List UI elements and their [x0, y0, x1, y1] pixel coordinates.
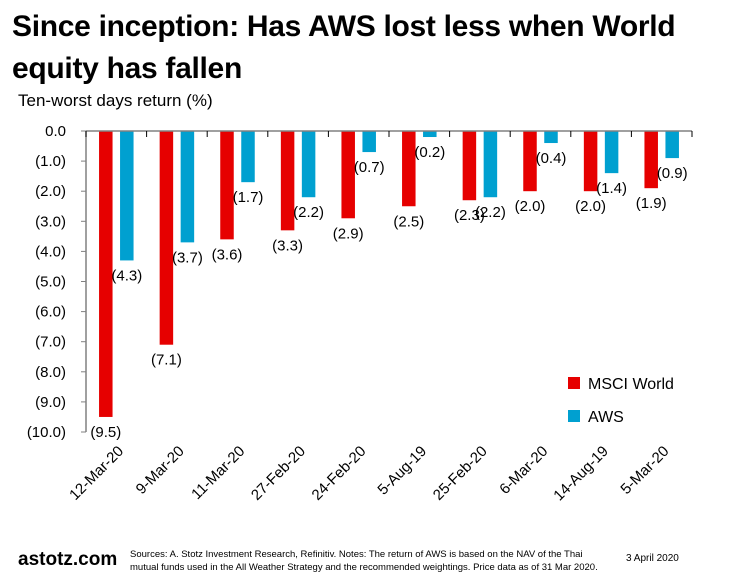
bar-msci-world — [462, 131, 477, 201]
bar-aws — [665, 131, 679, 159]
bar-aws — [241, 131, 255, 183]
bar-aws — [423, 131, 437, 138]
x-tick-label: 27-Feb-20 — [248, 443, 309, 504]
bar-msci-world — [220, 131, 234, 240]
data-label-msci-world: (2.5) — [393, 213, 424, 230]
bar-aws — [301, 131, 316, 198]
bar-aws — [604, 131, 619, 174]
data-label-msci-world: (2.3) — [454, 207, 485, 224]
bar-msci-world — [402, 131, 416, 207]
data-label-aws: (0.4) — [536, 150, 567, 167]
data-label-aws: (1.7) — [233, 189, 264, 206]
y-tick-label: (5.0) — [35, 274, 66, 291]
legend-swatch-aws — [568, 410, 580, 422]
source-note: Sources: A. Stotz Investment Research, R… — [130, 549, 598, 573]
bar-aws — [362, 131, 376, 153]
y-axis-title: Ten-worst days return (%) — [18, 91, 213, 110]
publish-date: 3 April 2020 — [626, 553, 679, 564]
y-tick-label: (4.0) — [35, 243, 66, 260]
bar-msci-world — [280, 131, 295, 231]
chart-title: Since inception: Has AWS lost less when … — [12, 10, 676, 85]
bar-msci-world — [99, 131, 113, 417]
bar-msci-world — [523, 131, 537, 192]
legend: MSCI World AWS — [568, 376, 674, 426]
y-tick-label: (3.0) — [35, 213, 66, 230]
y-tick-label: (10.0) — [27, 424, 66, 441]
data-label-aws: (4.3) — [111, 267, 142, 284]
data-label-aws: (0.9) — [657, 165, 688, 182]
y-tick-label: (1.0) — [35, 153, 66, 170]
y-tick-label: (9.0) — [35, 394, 66, 411]
legend-label-msci-world: MSCI World — [588, 376, 674, 393]
bar-msci-world — [644, 131, 658, 189]
data-label-msci-world: (3.3) — [272, 237, 303, 254]
data-label-msci-world: (2.0) — [575, 198, 606, 215]
brand-logo-text: astotz.com — [18, 549, 118, 570]
bar-aws — [483, 131, 498, 198]
x-tick-label: 12-Mar-20 — [66, 443, 127, 504]
bar-msci-world — [341, 131, 355, 219]
data-label-msci-world: (7.1) — [151, 352, 182, 369]
data-label-aws: (3.7) — [172, 249, 203, 266]
x-tick-label: 11-Mar-20 — [188, 443, 248, 503]
legend-swatch-msci-world — [568, 377, 580, 389]
data-label-aws: (0.2) — [414, 144, 445, 161]
y-tick-label: (2.0) — [35, 183, 66, 200]
data-label-aws: (2.2) — [293, 204, 324, 221]
y-tick-label: (6.0) — [35, 304, 66, 321]
legend-label-aws: AWS — [588, 409, 624, 426]
data-label-msci-world: (1.9) — [636, 195, 667, 212]
data-labels-group: (9.5) (7.1) (3.6) (3.3) (2.9) (2.5) (2.3) (2.0)… — [90, 144, 687, 441]
data-label-aws: (1.4) — [596, 180, 627, 197]
data-label-msci-world: (2.0) — [515, 198, 546, 215]
x-tick-label: 5-Aug-19 — [374, 443, 430, 499]
bar-aws — [120, 131, 134, 261]
x-tick-label: 25-Feb-20 — [430, 443, 491, 504]
x-tick-label: 6-Mar-20 — [496, 443, 551, 498]
data-label-msci-world: (2.9) — [333, 225, 364, 242]
data-label-msci-world: (9.5) — [90, 424, 121, 441]
x-tick-label: 5-Mar-20 — [617, 443, 672, 498]
y-tick-label: (8.0) — [35, 364, 66, 381]
bar-msci-world — [583, 131, 598, 192]
y-tick-label: 0.0 — [45, 123, 66, 140]
bar-aws — [180, 131, 195, 243]
data-label-aws: (0.7) — [354, 159, 385, 176]
data-label-aws: (2.2) — [475, 204, 506, 221]
y-tick-label: (7.0) — [35, 334, 66, 351]
data-label-msci-world: (3.6) — [212, 246, 243, 263]
bar-msci-world — [159, 131, 174, 345]
bar-aws — [544, 131, 558, 144]
bars-group — [99, 131, 679, 417]
x-tick-label: 14-Aug-19 — [550, 443, 612, 505]
x-tick-label: 24-Feb-20 — [309, 443, 370, 504]
x-tick-label: 9-Mar-20 — [133, 443, 188, 498]
